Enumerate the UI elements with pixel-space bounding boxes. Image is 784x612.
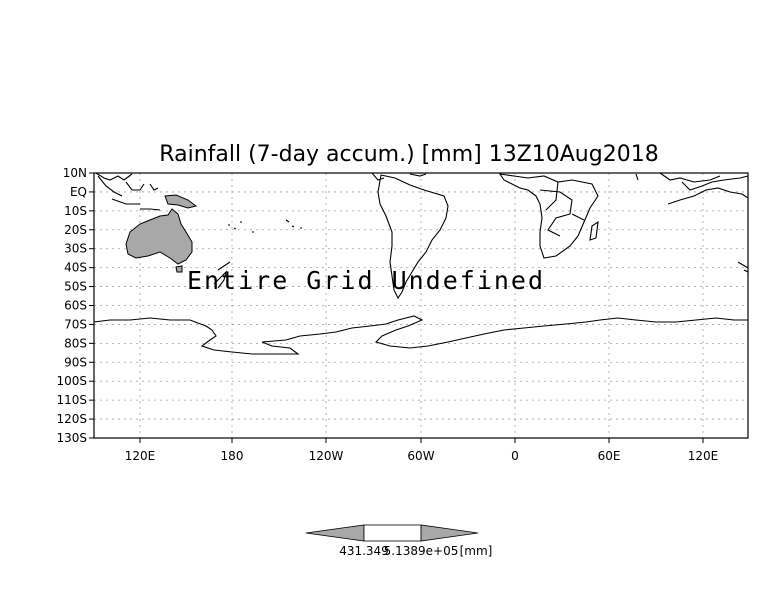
lon-tick-label: 0 [511,449,519,463]
lon-tick-label: 60E [598,449,621,463]
colorbar-right-triangle [420,524,479,542]
map-frame [89,172,749,443]
lat-tick-label: 20S [64,223,87,237]
lat-tick-label: 60S [64,299,87,313]
longitude-labels: 120E 180 120W 60W 0 60E 120E [125,449,719,463]
undefined-grid-message: Entire Grid Undefined [187,266,545,295]
lat-tick-label: 10S [64,204,87,218]
indonesia-islands [97,175,161,211]
coastlines [93,172,749,355]
map-title: Rainfall (7-day accum.) [mm] 13Z10Aug201… [159,142,658,167]
lon-tick-label: 120E [125,449,156,463]
antarctica [93,315,748,355]
lat-tick-label: 10N [63,166,87,180]
arabia-coast [635,172,721,183]
australia-wrap [667,187,749,273]
colorbar-left-triangle [305,524,365,542]
australia-landmass [125,208,193,265]
map-border [93,172,749,439]
colorbar-label-left: 431.349 [339,544,389,558]
lat-tick-label: 50S [64,280,87,294]
lat-tick-label: 130S [56,431,87,445]
gridlines [94,173,748,438]
lon-tick-label: 180 [221,449,244,463]
africa-borders [539,181,585,237]
new-guinea [164,194,198,209]
lat-tick-label: 90S [64,355,87,369]
colorbar: 431.349 5.1389e+05 [mm] [305,524,493,558]
southeast-asia-coast [95,172,133,181]
tasmania [175,265,183,273]
lat-tick-label: 110S [56,393,87,407]
lat-tick-label: 30S [64,242,87,256]
lon-tick-label: 60W [407,449,434,463]
africa [498,173,599,259]
lat-tick-label: 70S [64,317,87,331]
new-zealand [213,261,231,289]
colorbar-middle-box [363,524,422,542]
lat-tick-label: EQ [70,185,87,199]
madagascar [589,220,599,241]
latitude-labels: 10N EQ 10S 20S 30S 40S 50S 60S 70S 80S 90S 100S 110S… [56,166,87,445]
lat-tick-label: 40S [64,261,87,275]
asia-right-coast [681,175,749,191]
lat-tick-label: 120S [56,412,87,426]
lon-tick-label: 120W [309,449,344,463]
lat-tick-label: 80S [64,336,87,350]
central-america [371,172,427,181]
lon-tick-label: 120E [688,449,719,463]
colorbar-unit: [mm] [460,544,493,558]
pacific-islands [228,219,302,233]
lat-tick-label: 100S [56,374,87,388]
colorbar-label-right: 5.1389e+05 [384,544,459,558]
south-america [377,174,449,300]
